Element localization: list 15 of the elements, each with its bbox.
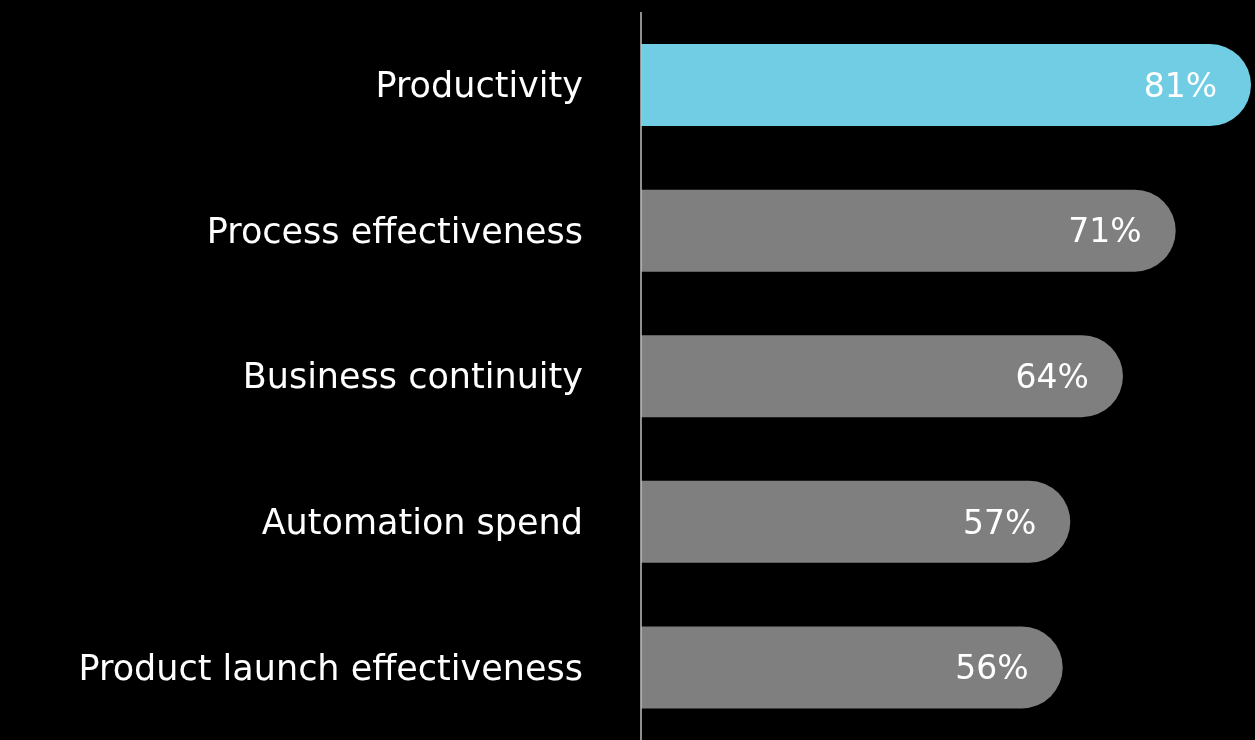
bar xyxy=(641,626,1063,709)
data-label: 57% xyxy=(962,502,1037,542)
y-tick-label: Business continuity xyxy=(242,356,583,397)
bar xyxy=(641,44,1251,127)
data-label: 71% xyxy=(1068,211,1142,251)
data-label: 56% xyxy=(955,648,1029,688)
data-label: 81% xyxy=(1143,65,1217,105)
bar xyxy=(641,335,1123,418)
y-tick-label: Process effectiveness xyxy=(206,210,583,251)
data-label: 64% xyxy=(1015,356,1089,396)
y-tick-label: Automation spend xyxy=(261,502,583,543)
bar xyxy=(641,480,1071,563)
y-tick-label: Productivity xyxy=(375,65,583,106)
bar xyxy=(641,189,1176,272)
y-tick-label: Product launch effectiveness xyxy=(78,647,583,688)
